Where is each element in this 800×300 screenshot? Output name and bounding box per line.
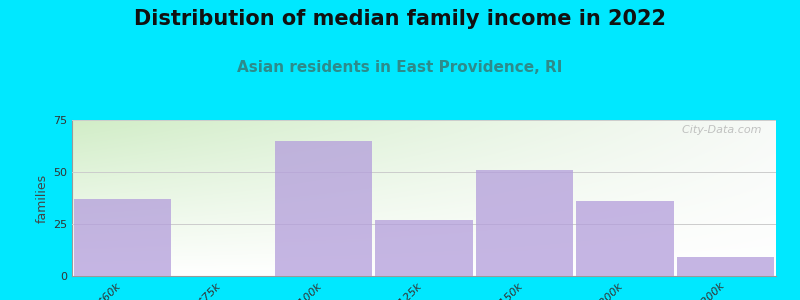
Y-axis label: families: families	[36, 173, 49, 223]
Text: Distribution of median family income in 2022: Distribution of median family income in …	[134, 9, 666, 29]
Bar	[274, 141, 372, 276]
Bar	[476, 170, 574, 276]
Bar	[576, 201, 674, 276]
Bar	[375, 220, 473, 276]
Text: City-Data.com: City-Data.com	[675, 125, 762, 135]
Bar	[677, 257, 774, 276]
Bar	[74, 199, 171, 276]
Text: Asian residents in East Providence, RI: Asian residents in East Providence, RI	[238, 60, 562, 75]
